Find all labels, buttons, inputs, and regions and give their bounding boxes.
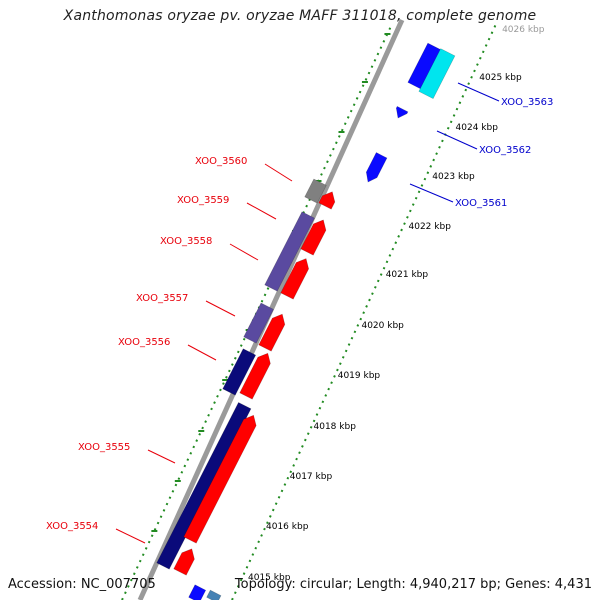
kbp-tick-label: 4023 kbp — [432, 172, 475, 182]
leader-line — [205, 300, 236, 317]
kbp-tick-label: 4025 kbp — [479, 73, 522, 83]
gene-label-xoo-3560: XOO_3560 — [195, 156, 247, 167]
gene-label-xoo-3563: XOO_3563 — [501, 97, 553, 108]
kbp-tick-label: 4021 kbp — [386, 270, 429, 280]
gene-xoo-3556-box — [222, 348, 257, 396]
gene-label-xoo-3554: XOO_3554 — [46, 521, 98, 532]
leader-line — [147, 449, 176, 464]
gene-red-arrow — [300, 219, 327, 256]
gene-red-arrow — [183, 414, 257, 544]
kbp-tick-label: 4016 kbp — [266, 522, 309, 532]
gene-red-arrow — [173, 548, 195, 576]
gene-xoo-3554-box — [156, 402, 252, 570]
kbp-tick-label: 4018 kbp — [314, 422, 357, 432]
gene-red-arrow — [258, 313, 286, 352]
kbp-tick-label: 4015 kbp — [248, 573, 291, 583]
kbp-tick-label: 4022 kbp — [409, 222, 452, 232]
leader-line — [436, 130, 478, 150]
diagram-title: Xanthomonas oryzae pv. oryzae MAFF 31101… — [63, 8, 537, 24]
leader-line — [115, 528, 146, 544]
gene-label-xoo-3556: XOO_3556 — [118, 337, 170, 348]
leader-line — [409, 183, 454, 203]
gene-features — [156, 42, 456, 600]
gene-red-arrow — [280, 258, 309, 300]
gene-partial-steel — [206, 589, 222, 600]
gene-red-arrow — [318, 191, 336, 210]
gene-red-arrow — [239, 352, 271, 400]
leader-line — [246, 202, 277, 220]
gene-labels: XOO_3560 XOO_3559 XOO_3558 XOO_3557 XOO_3556… — [46, 97, 553, 532]
gene-xoo-3560-box — [304, 178, 327, 204]
gene-label-xoo-3561: XOO_3561 — [455, 198, 507, 209]
kbp-tick-label: 4020 kbp — [361, 321, 404, 331]
gene-label-xoo-3557: XOO_3557 — [136, 293, 188, 304]
scale-line-left — [121, 23, 393, 600]
gene-xoo-3561-arrow — [365, 152, 388, 183]
kbp-tick-label: 4019 kbp — [338, 371, 381, 381]
accession-text: Accession: NC_007705 — [8, 577, 156, 592]
gene-label-xoo-3562: XOO_3562 — [479, 145, 531, 156]
kbp-tick-label: 4024 kbp — [456, 123, 499, 133]
leader-line — [264, 163, 293, 182]
leader-line — [187, 344, 217, 361]
topology-summary: Topology: circular; Length: 4,940,217 bp… — [234, 577, 592, 592]
kbp-tick-label: 4017 kbp — [290, 472, 333, 482]
gene-xoo-3557-box — [243, 302, 274, 344]
label-leader-lines — [115, 82, 500, 544]
gene-label-xoo-3555: XOO_3555 — [78, 442, 130, 453]
gene-partial-blue — [188, 584, 207, 600]
kbp-tick-label: 4026 kbp — [502, 25, 545, 35]
gene-xoo-3562-arrow — [395, 105, 409, 119]
leader-line — [457, 82, 500, 102]
gene-cyan-box — [418, 48, 456, 100]
gene-label-xoo-3558: XOO_3558 — [160, 236, 212, 247]
leader-line — [229, 243, 259, 261]
gene-xoo-3558-box — [264, 211, 315, 292]
gene-label-xoo-3559: XOO_3559 — [177, 195, 229, 206]
scale-line-right — [231, 23, 497, 600]
